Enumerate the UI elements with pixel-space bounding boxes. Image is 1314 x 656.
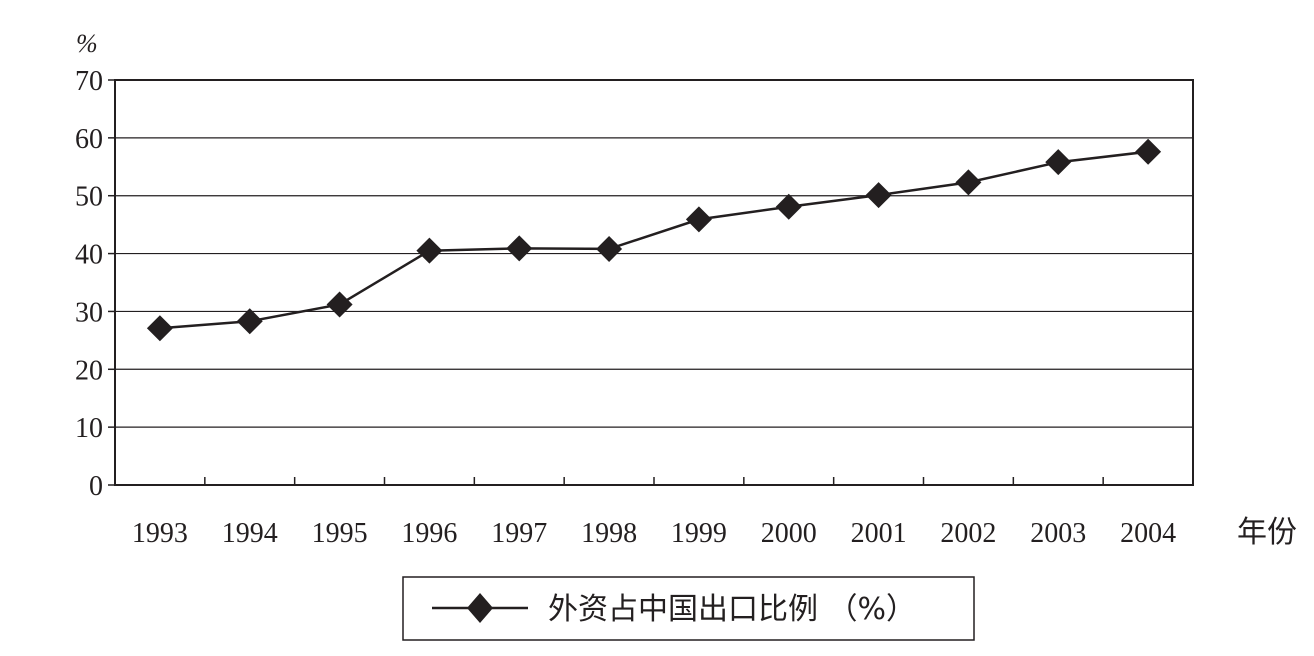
y-tick-label: 10: [75, 413, 103, 444]
x-tick-label: 1997: [491, 518, 547, 549]
plot-area-frame: [114, 79, 1194, 486]
data-point-marker: [865, 182, 892, 209]
gridlines: [115, 137, 1193, 428]
legend-diamond-marker: [467, 593, 493, 623]
x-tick-label: 2002: [940, 518, 996, 549]
x-tick-label: 1996: [401, 518, 457, 549]
legend: 外资占中国出口比例 （%）: [402, 576, 975, 641]
x-tick-label: 1994: [222, 518, 278, 549]
y-tick-label: 20: [75, 355, 103, 386]
data-point-marker: [236, 308, 263, 335]
data-point-marker: [416, 237, 443, 264]
y-tick-label: 30: [75, 297, 103, 328]
x-tick-label: 1998: [581, 518, 637, 549]
data-point-marker: [1045, 149, 1072, 176]
y-tick-label: 70: [75, 66, 103, 97]
y-tick-label: 0: [89, 471, 103, 502]
x-axis-title: 年份: [1237, 515, 1297, 550]
data-point-marker: [775, 193, 802, 220]
x-axis: 1993 1994 1995 1996 1997 1998 1999 2000 2001 2002…: [132, 477, 1176, 549]
series-line: [159, 150, 1149, 330]
data-point-marker: [146, 315, 173, 342]
y-axis: 0 10 20 30 40 50 60 70: [75, 66, 115, 502]
y-tick-label: 60: [75, 124, 103, 155]
x-tick-label: 2001: [851, 518, 907, 549]
x-tick-label: 1993: [132, 518, 188, 549]
legend-label: 外资占中国出口比例 （%）: [548, 592, 916, 627]
data-point-marker: [326, 291, 353, 318]
data-point-marker: [685, 206, 712, 233]
data-point-marker: [1135, 138, 1162, 165]
data-point-marker: [596, 235, 623, 262]
y-axis-unit-label: %: [76, 29, 98, 58]
x-tick-label: 2000: [761, 518, 817, 549]
series-markers: [146, 138, 1162, 342]
x-tick-label: 1995: [312, 518, 368, 549]
data-point-marker: [955, 169, 982, 196]
y-tick-label: 50: [75, 182, 103, 213]
x-tick-label: 2003: [1030, 518, 1086, 549]
x-tick-label: 2004: [1120, 518, 1176, 549]
y-tick-label: 40: [75, 240, 103, 271]
x-tick-label: 1999: [671, 518, 727, 549]
data-point-marker: [506, 235, 533, 262]
